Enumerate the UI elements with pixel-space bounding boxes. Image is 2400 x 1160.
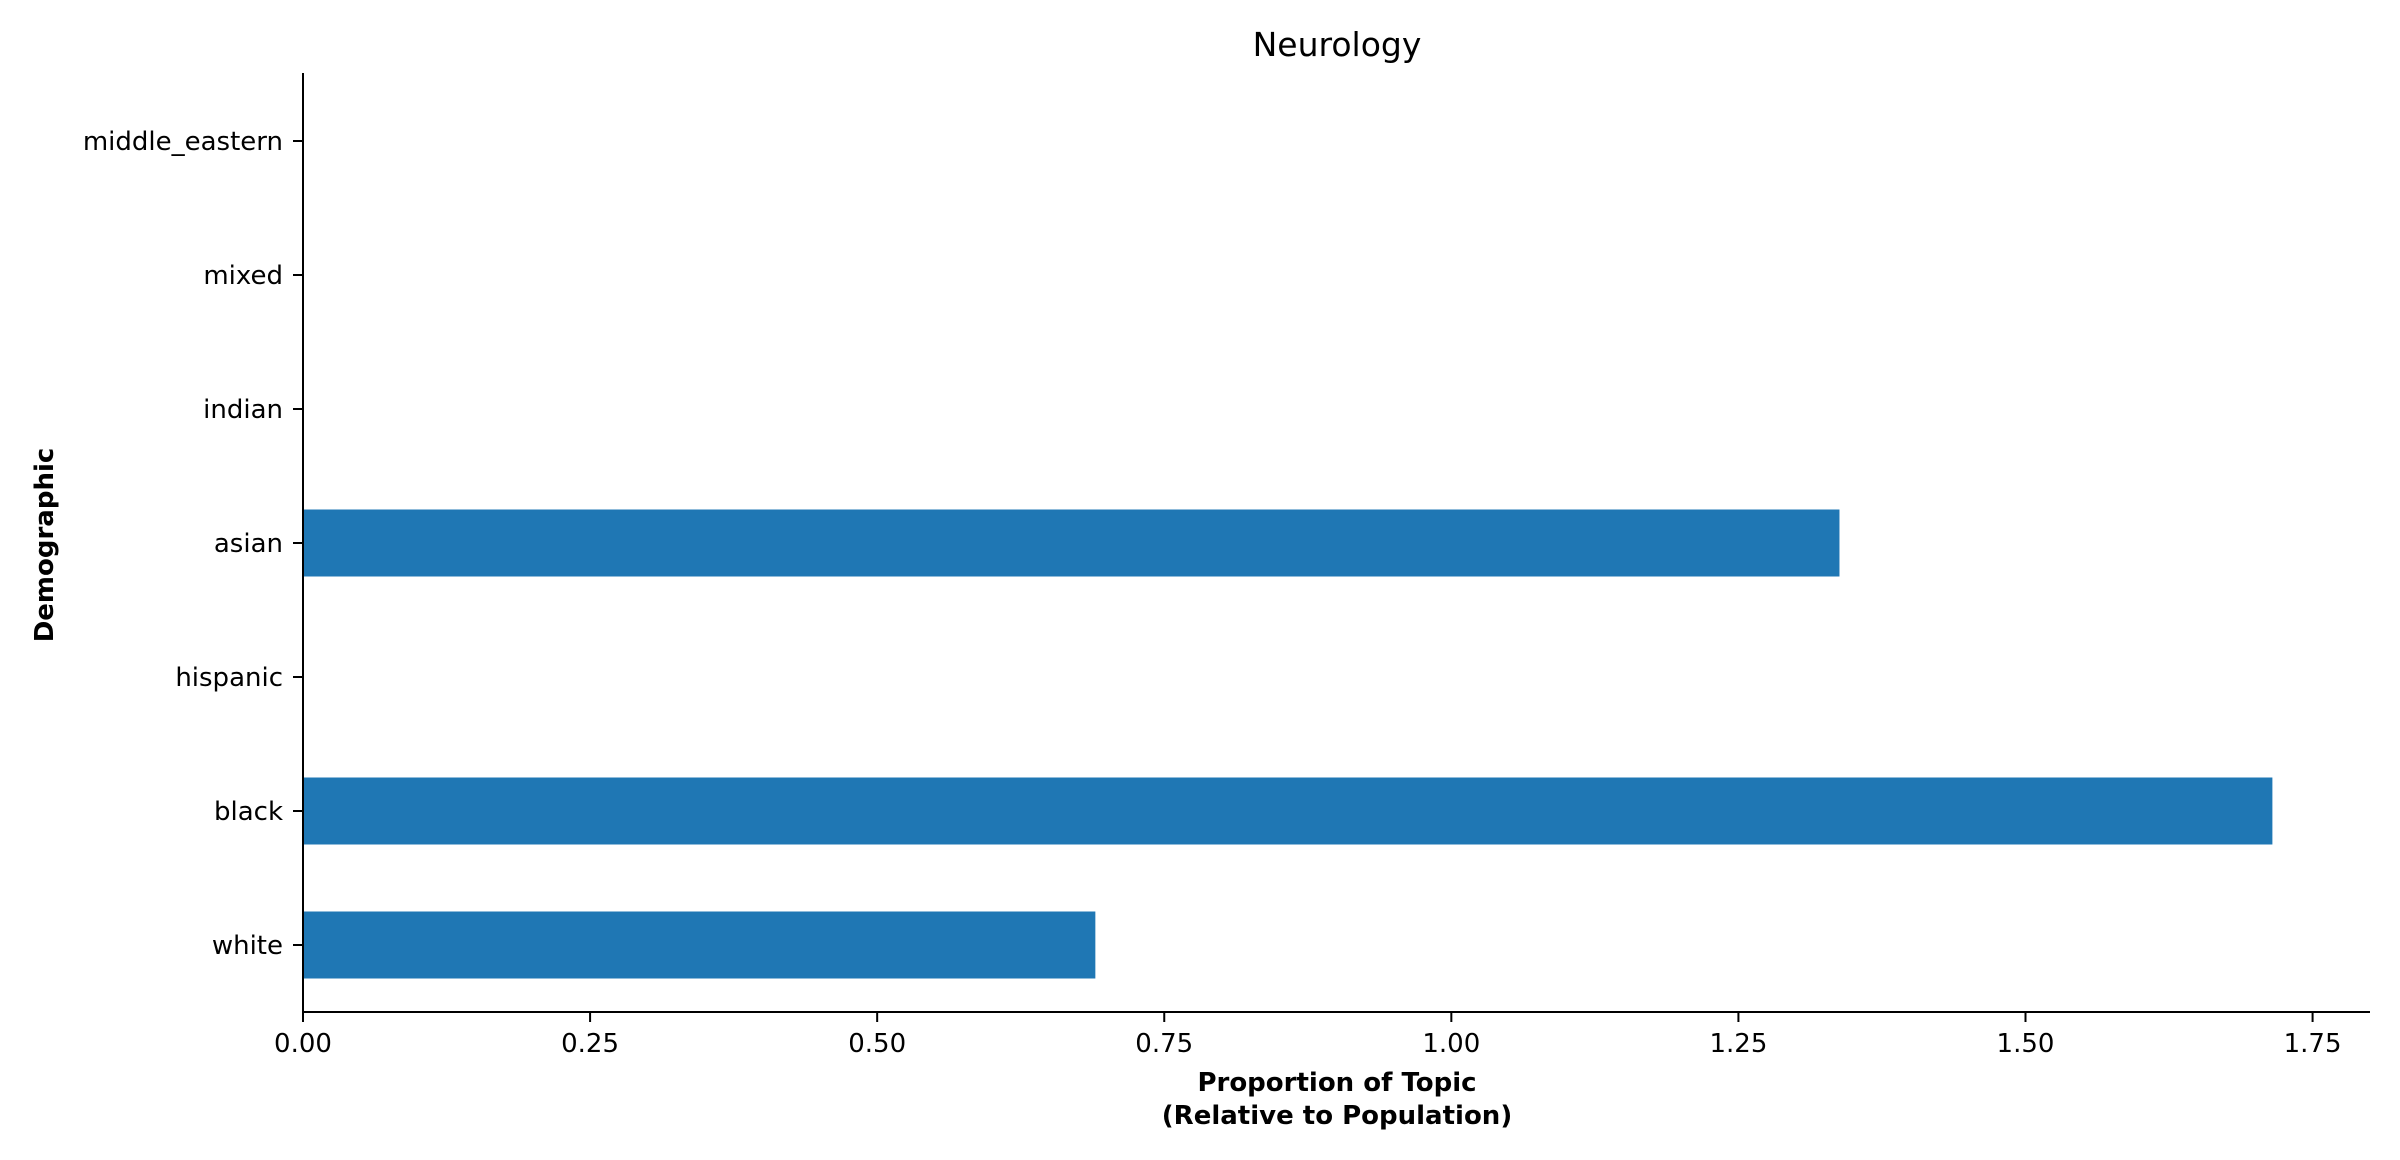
y-tick-label-black: black: [214, 797, 283, 827]
x-tick-label-5: 1.25: [1709, 1029, 1767, 1059]
x-tick-label-6: 1.50: [1997, 1029, 2055, 1059]
bar-white: [303, 911, 1096, 979]
bars-group: [303, 509, 2273, 979]
x-ticks-group: 0.00 0.25 0.50 0.75 1.00 1.25 1.50 1.75: [274, 1012, 2342, 1059]
y-tick-label-hispanic: hispanic: [175, 663, 283, 693]
bar-asian: [303, 509, 1840, 577]
y-tick-label-asian: asian: [214, 529, 283, 559]
x-tick-label-1: 0.25: [561, 1029, 619, 1059]
y-axis-label: Demographic: [30, 448, 60, 643]
x-axis-label-line-1: Proportion of Topic: [1197, 1068, 1476, 1098]
x-tick-label-4: 1.00: [1422, 1029, 1480, 1059]
chart-title: Neurology: [1253, 25, 1422, 64]
y-tick-label-white: white: [212, 931, 283, 961]
x-tick-label-3: 0.75: [1135, 1029, 1193, 1059]
x-tick-label-2: 0.50: [848, 1029, 906, 1059]
y-tick-label-mixed: mixed: [203, 261, 283, 291]
y-ticks-group: white black hispanic asian indian mixed middle…: [83, 127, 303, 961]
y-tick-label-middle_eastern: middle_eastern: [83, 127, 283, 157]
y-tick-label-indian: indian: [203, 395, 283, 425]
x-axis-label-line-2: (Relative to Population): [1162, 1101, 1512, 1131]
bar-black: [303, 777, 2273, 845]
x-tick-label-7: 1.75: [2284, 1029, 2342, 1059]
x-tick-label-0: 0.00: [274, 1029, 332, 1059]
